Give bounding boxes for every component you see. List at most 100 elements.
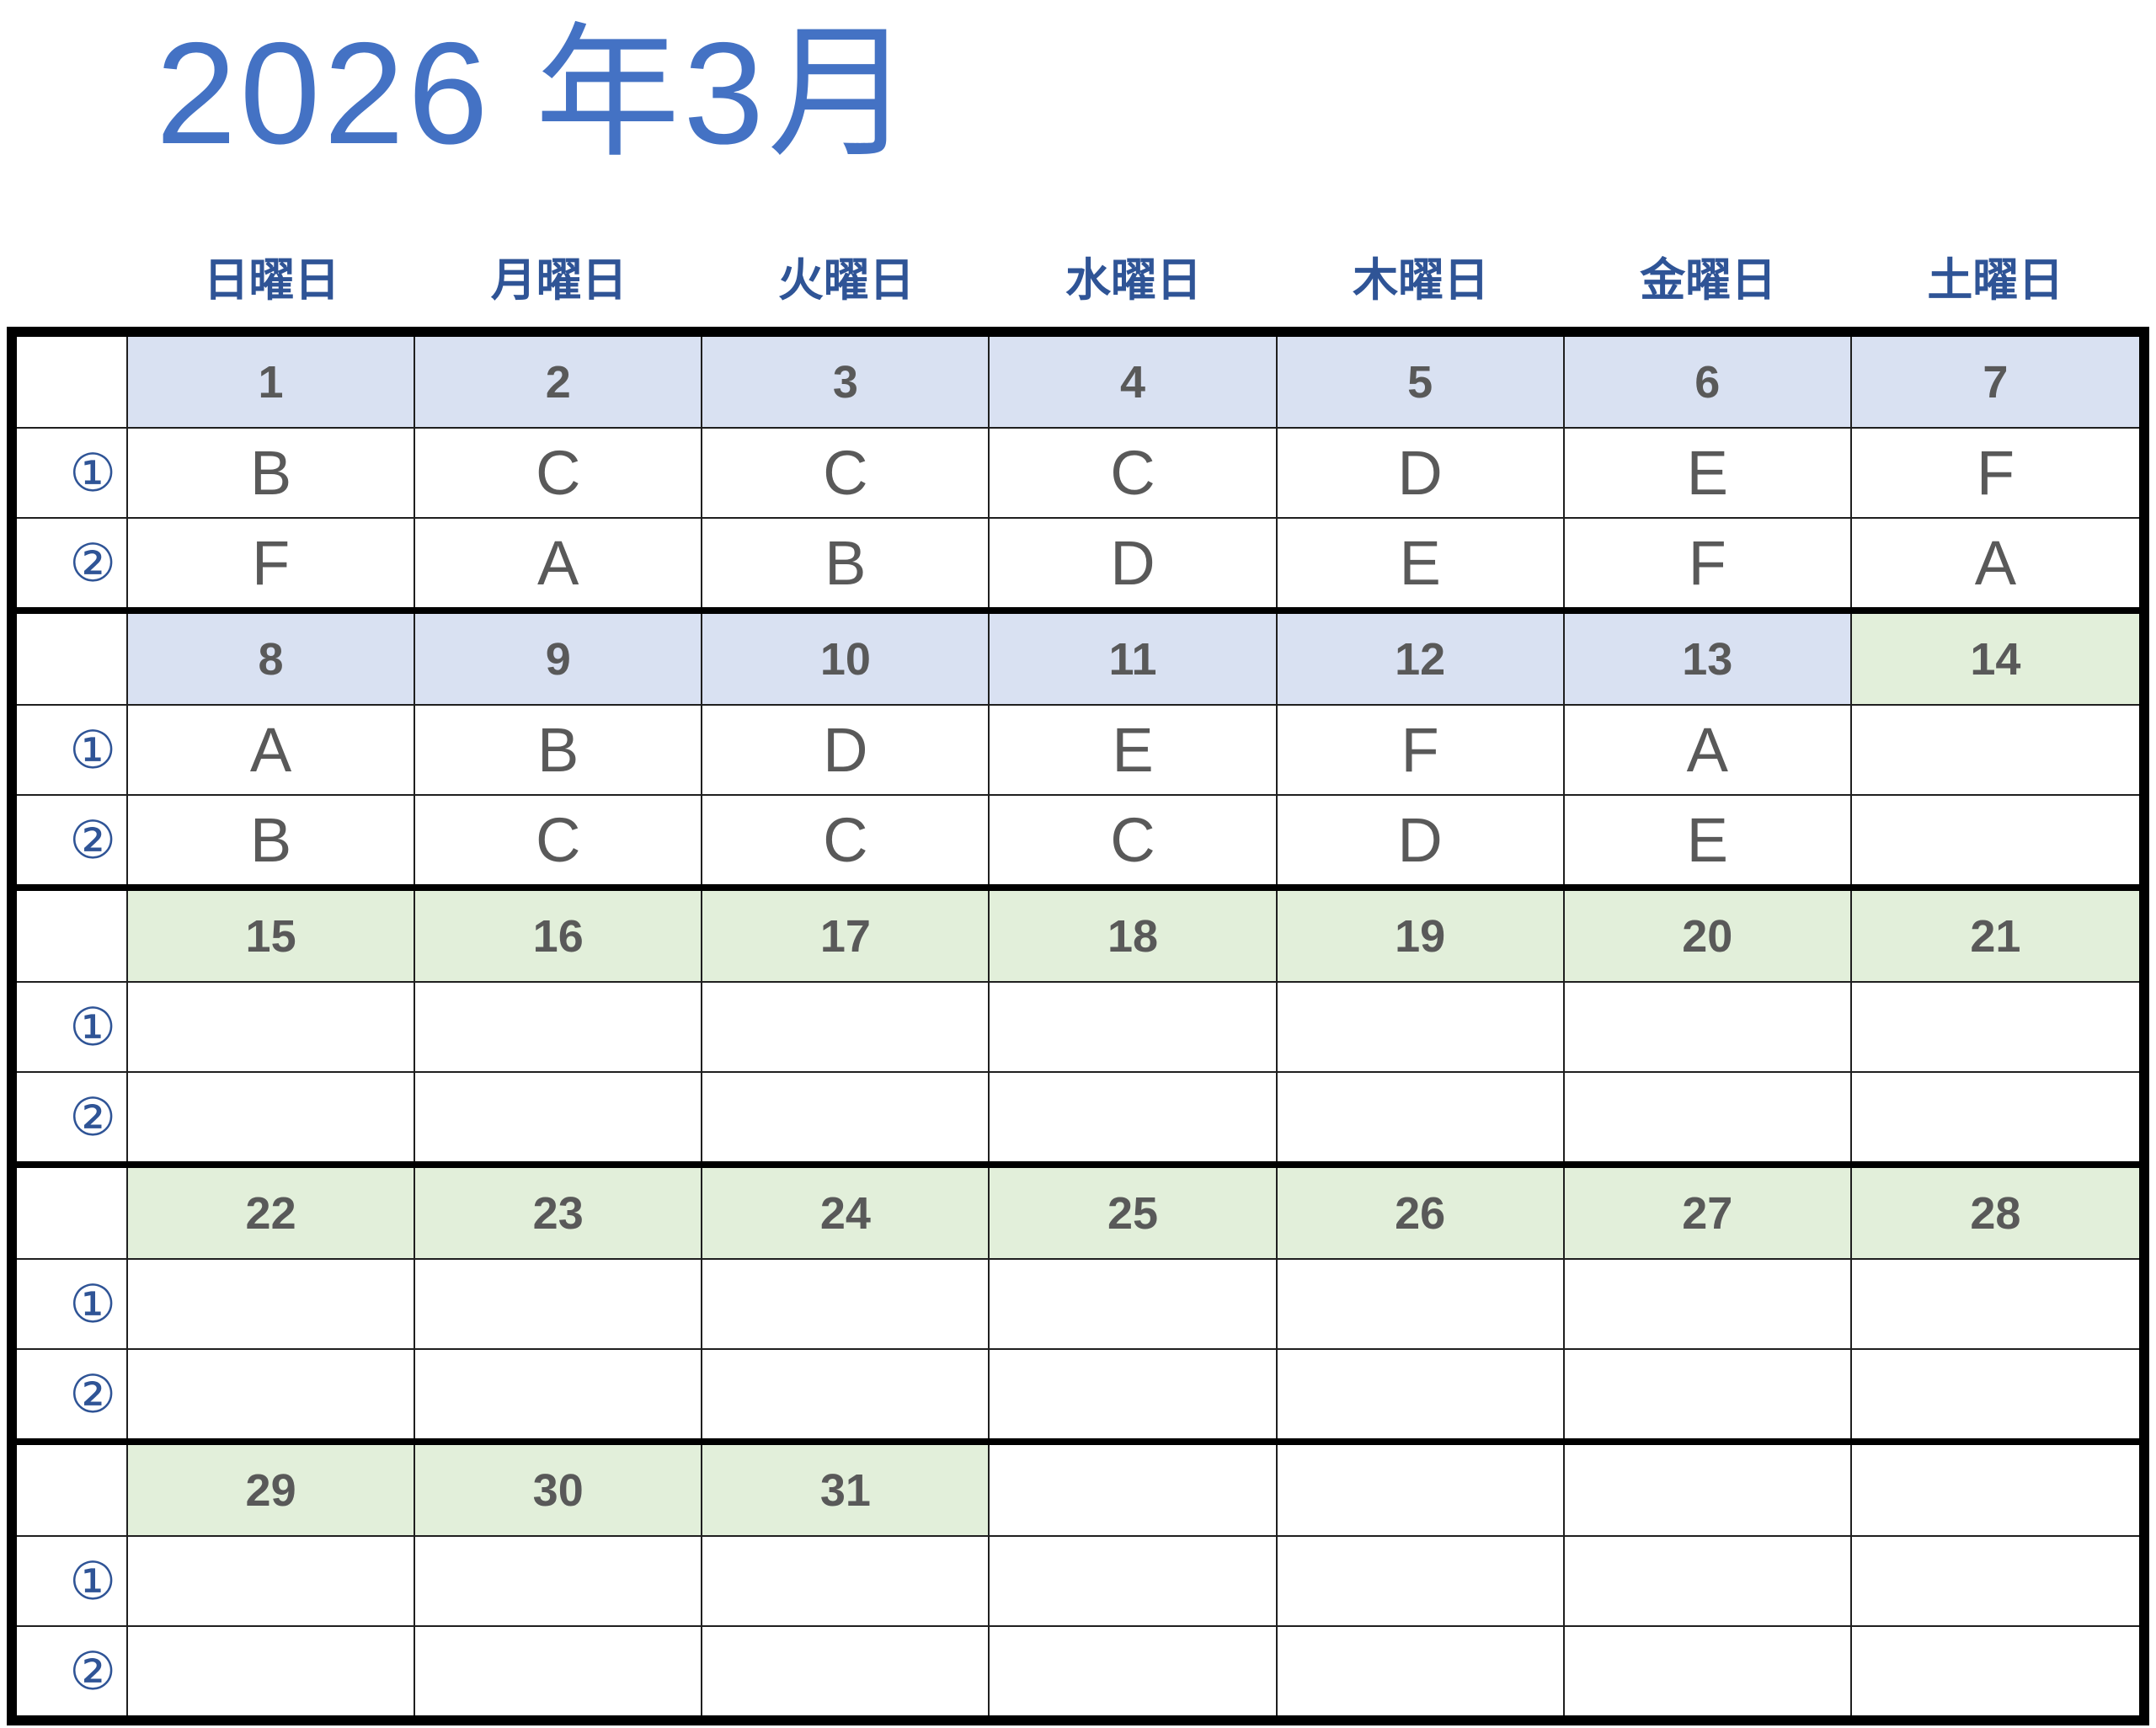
shift-slot1-cell: B bbox=[415, 704, 703, 794]
date-cell: 3 bbox=[702, 337, 990, 427]
shift-slot1-cell bbox=[1851, 704, 2139, 794]
weekday-header-row: 日曜日 月曜日 火曜日 水曜日 木曜日 金曜日 土曜日 bbox=[128, 243, 2139, 309]
slot1-label: ① bbox=[17, 704, 128, 794]
date-cell: 21 bbox=[1851, 891, 2139, 981]
shift-slot2-cell bbox=[415, 1071, 703, 1161]
shift-slot1-cell bbox=[128, 1258, 416, 1348]
shift-slot2-cell: C bbox=[415, 794, 703, 884]
date-cell: 14 bbox=[1851, 614, 2139, 704]
calendar-table: 1 2 3 4 5 6 7 ① B C C C D E F ② F A B D E F A 8 9 10 11 12 13 14 ① A B D E… bbox=[7, 327, 2149, 1725]
shift-slot1-cell: F bbox=[1851, 427, 2139, 517]
page-title: 2026 年3月 bbox=[156, 13, 916, 174]
date-row-spacer bbox=[17, 337, 128, 427]
date-cell: 6 bbox=[1564, 337, 1852, 427]
weekday-header: 土曜日 bbox=[1927, 255, 2064, 306]
date-cell: 18 bbox=[990, 891, 1278, 981]
shift-slot2-cell bbox=[1564, 1071, 1852, 1161]
shift-slot2-cell bbox=[990, 1625, 1278, 1715]
shift-slot1-cell bbox=[702, 1535, 990, 1625]
shift-slot1-cell bbox=[1851, 981, 2139, 1071]
weekday-header: 水曜日 bbox=[1065, 255, 1202, 306]
date-cell: 29 bbox=[128, 1445, 416, 1535]
date-cell: 16 bbox=[415, 891, 703, 981]
slot1-label: ① bbox=[17, 981, 128, 1071]
weekday-header: 金曜日 bbox=[1640, 255, 1777, 306]
slot1-label: ① bbox=[17, 1535, 128, 1625]
week-block: 29 30 31 ① ② bbox=[17, 1438, 2139, 1715]
date-row-spacer bbox=[17, 891, 128, 981]
shift-slot2-cell bbox=[128, 1071, 416, 1161]
shift-slot2-cell: C bbox=[702, 794, 990, 884]
slot2-label: ② bbox=[17, 1348, 128, 1438]
shift-slot1-cell: E bbox=[1564, 427, 1852, 517]
shift-slot2-cell bbox=[128, 1625, 416, 1715]
shift-slot1-cell: A bbox=[1564, 704, 1852, 794]
shift-slot2-cell: B bbox=[128, 794, 416, 884]
slot1-label: ① bbox=[17, 427, 128, 517]
shift-slot2-cell bbox=[702, 1625, 990, 1715]
date-cell: 20 bbox=[1564, 891, 1852, 981]
date-cell: 7 bbox=[1851, 337, 2139, 427]
shift-slot1-cell bbox=[1851, 1258, 2139, 1348]
shift-slot1-cell bbox=[1851, 1535, 2139, 1625]
slot2-label: ② bbox=[17, 517, 128, 607]
date-cell: 17 bbox=[702, 891, 990, 981]
date-cell: 30 bbox=[415, 1445, 703, 1535]
date-cell bbox=[990, 1445, 1278, 1535]
shift-slot1-cell bbox=[415, 981, 703, 1071]
shift-slot2-cell: B bbox=[702, 517, 990, 607]
date-cell: 12 bbox=[1277, 614, 1565, 704]
date-cell bbox=[1277, 1445, 1565, 1535]
week-block: 15 16 17 18 19 20 21 ① ② bbox=[17, 884, 2139, 1161]
shift-slot1-cell: D bbox=[1277, 427, 1565, 517]
shift-slot2-cell bbox=[1277, 1071, 1565, 1161]
slot1-label: ① bbox=[17, 1258, 128, 1348]
shift-slot2-cell bbox=[1851, 1625, 2139, 1715]
date-cell: 4 bbox=[990, 337, 1278, 427]
shift-slot2-cell: E bbox=[1277, 517, 1565, 607]
shift-slot2-cell bbox=[415, 1348, 703, 1438]
shift-slot1-cell bbox=[1564, 1535, 1852, 1625]
shift-slot1-cell bbox=[1277, 1535, 1565, 1625]
shift-slot1-cell: F bbox=[1277, 704, 1565, 794]
weekday-header: 日曜日 bbox=[203, 255, 340, 306]
shift-slot2-cell bbox=[128, 1348, 416, 1438]
shift-slot2-cell bbox=[990, 1071, 1278, 1161]
slot2-label: ② bbox=[17, 794, 128, 884]
date-cell: 24 bbox=[702, 1168, 990, 1258]
date-cell bbox=[1564, 1445, 1852, 1535]
shift-slot2-cell bbox=[1564, 1625, 1852, 1715]
slot2-label: ② bbox=[17, 1071, 128, 1161]
shift-slot1-cell: C bbox=[415, 427, 703, 517]
date-cell bbox=[1851, 1445, 2139, 1535]
shift-slot2-cell bbox=[1277, 1625, 1565, 1715]
week-block: 22 23 24 25 26 27 28 ① ② bbox=[17, 1161, 2139, 1438]
date-cell: 10 bbox=[702, 614, 990, 704]
shift-slot1-cell: D bbox=[702, 704, 990, 794]
date-cell: 11 bbox=[990, 614, 1278, 704]
shift-slot2-cell: A bbox=[415, 517, 703, 607]
shift-slot2-cell bbox=[702, 1348, 990, 1438]
date-row-spacer bbox=[17, 1168, 128, 1258]
shift-slot2-cell bbox=[1851, 1071, 2139, 1161]
shift-slot1-cell bbox=[1277, 981, 1565, 1071]
shift-slot1-cell: C bbox=[990, 427, 1278, 517]
shift-slot2-cell: D bbox=[990, 517, 1278, 607]
date-cell: 5 bbox=[1277, 337, 1565, 427]
shift-slot2-cell bbox=[990, 1348, 1278, 1438]
shift-slot2-cell: F bbox=[128, 517, 416, 607]
shift-slot1-cell bbox=[415, 1258, 703, 1348]
shift-slot1-cell bbox=[415, 1535, 703, 1625]
date-cell: 31 bbox=[702, 1445, 990, 1535]
shift-slot1-cell: E bbox=[990, 704, 1278, 794]
date-cell: 19 bbox=[1277, 891, 1565, 981]
shift-slot1-cell bbox=[990, 981, 1278, 1071]
date-cell: 28 bbox=[1851, 1168, 2139, 1258]
date-cell: 2 bbox=[415, 337, 703, 427]
shift-slot1-cell bbox=[702, 1258, 990, 1348]
shift-slot1-cell bbox=[128, 981, 416, 1071]
weekday-header: 木曜日 bbox=[1353, 255, 1490, 306]
date-cell: 25 bbox=[990, 1168, 1278, 1258]
